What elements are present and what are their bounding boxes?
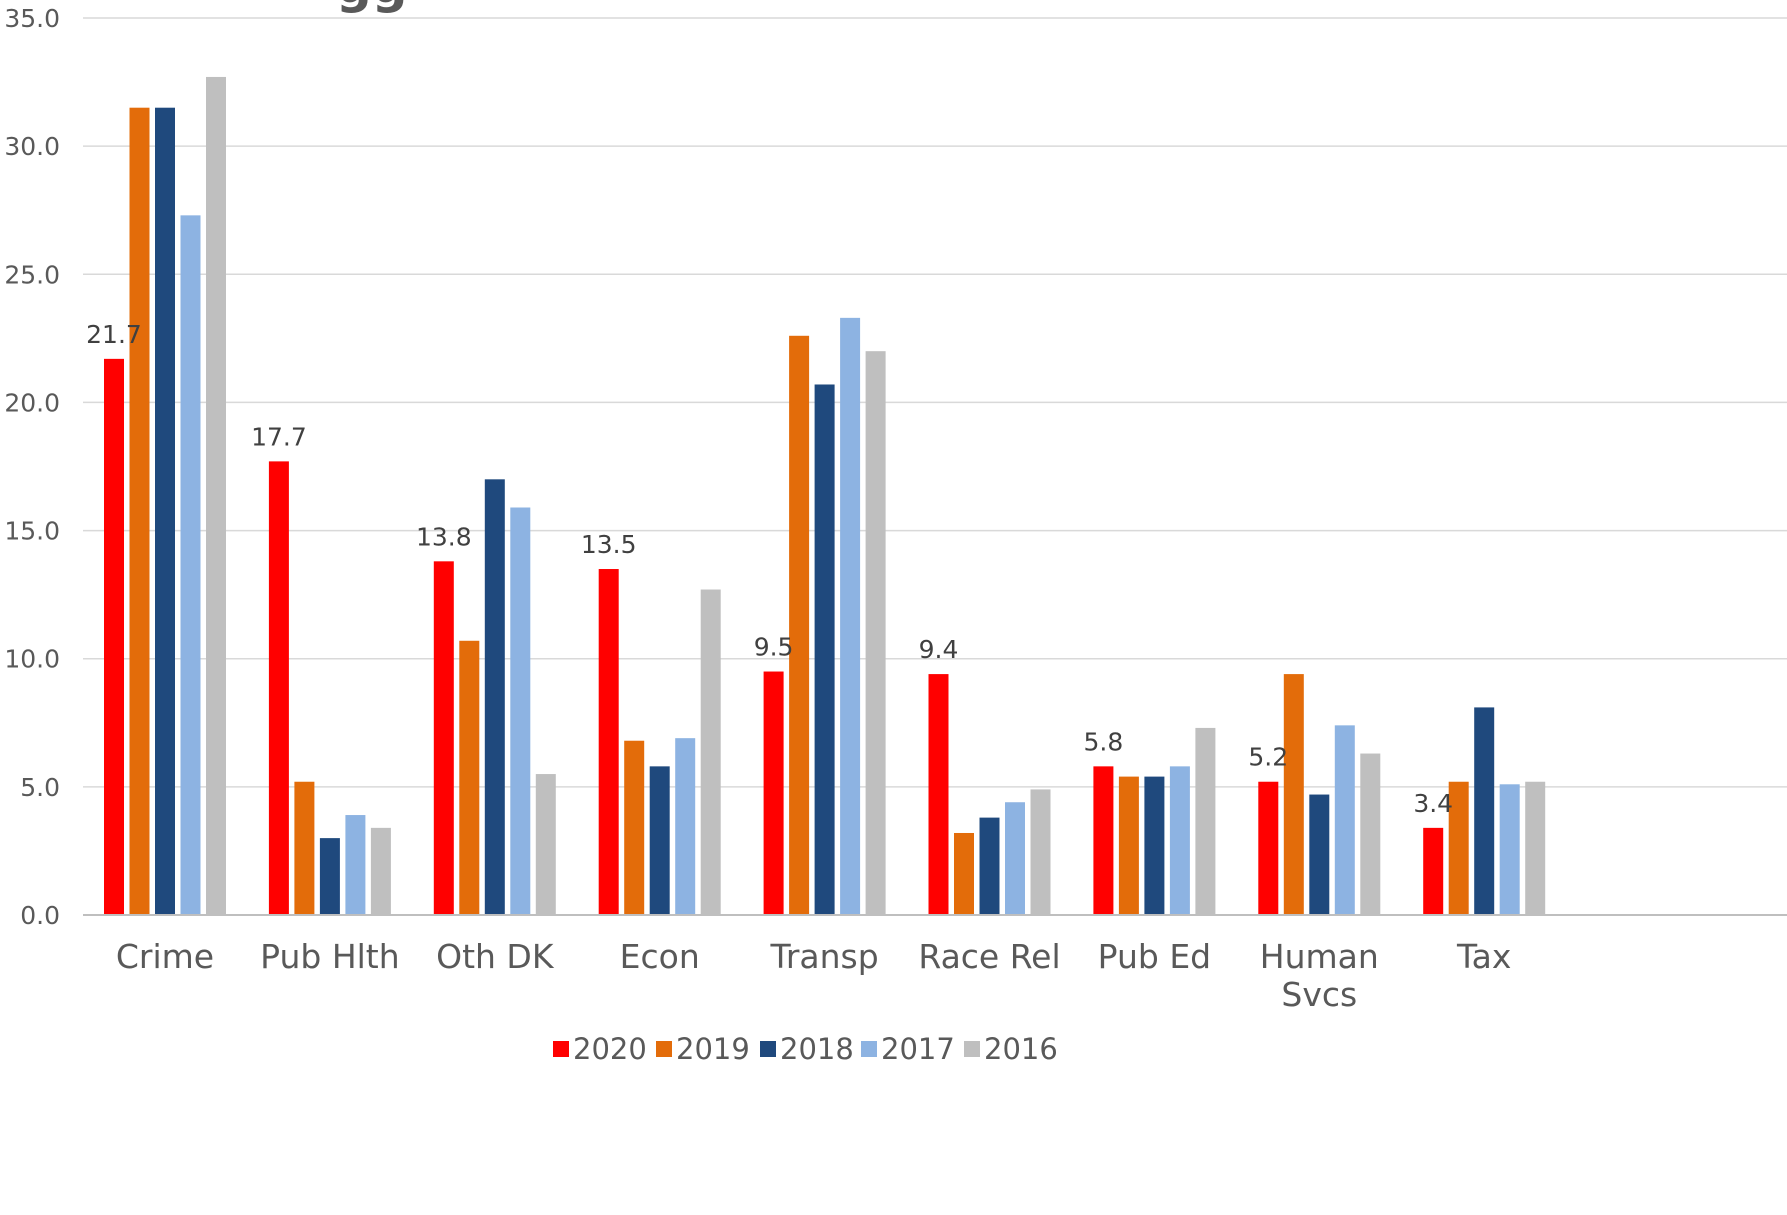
bar-2020-4 [763,671,784,915]
bar-2020-0 [104,358,124,915]
bar-2016-5 [1030,789,1051,915]
bar-2017-7 [1334,725,1355,915]
y-tick-label: 30.0 [4,132,60,161]
bar-2019-6 [1118,776,1139,915]
legend: 2020 2019 2018 2017 2016 [553,1032,1058,1066]
bar-2019-0 [129,107,150,915]
data-label: 5.2 [1248,743,1288,772]
gridlines [83,17,1787,788]
bar-2017-8 [1499,784,1520,915]
bars [104,76,1546,916]
bar-2016-1 [370,827,391,915]
category-labels: Crime Pub Hlth Oth DK Econ Transp Race Rel Pub… [116,937,1512,1014]
y-axis-ticks: 0.0 5.0 10.0 15.0 20.0 25.0 30.0 35.0 [4,4,60,930]
bar-2017-3 [675,738,696,915]
bar-2018-0 [155,107,175,915]
category-label: Svcs [1281,975,1357,1014]
data-label: 21.7 [86,320,142,349]
bar-2018-2 [484,479,505,915]
bar-2019-4 [789,335,810,915]
bar-2019-2 [459,640,480,915]
category-label: Human [1260,937,1379,976]
category-label: Tax [1456,937,1511,976]
bar-2017-6 [1169,766,1190,915]
bar-2018-5 [979,817,1000,915]
bar-2019-1 [294,781,315,915]
bar-2017-0 [180,215,201,916]
bar-2018-3 [649,766,670,915]
bar-2016-4 [865,351,886,916]
data-label: 13.5 [581,530,637,559]
data-label: 5.8 [1084,727,1124,756]
legend-swatch-2016 [964,1041,980,1057]
bar-2020-6 [1093,766,1114,915]
bar-2016-6 [1195,727,1216,915]
category-label: Transp [770,937,879,976]
bar-2019-7 [1283,674,1304,915]
bar-2020-8 [1423,827,1444,915]
legend-label-2019: 2019 [676,1032,750,1066]
bar-2018-1 [319,838,340,915]
category-label: Oth DK [436,937,555,976]
bar-2018-4 [814,384,835,915]
data-label: 3.4 [1413,789,1453,818]
bar-2017-1 [345,815,366,915]
legend-swatch-2017 [861,1041,877,1057]
data-label: 17.7 [251,422,307,451]
bar-2020-1 [268,461,289,915]
bar-2016-7 [1360,753,1381,915]
bar-2017-5 [1005,802,1025,915]
y-tick-label: 15.0 [4,517,60,546]
y-tick-label: 10.0 [4,645,60,674]
bar-2017-4 [840,317,861,916]
bar-2020-3 [598,569,619,915]
bar-2020-5 [928,674,949,915]
y-tick-label: 0.0 [20,901,60,930]
bar-2018-6 [1144,776,1165,915]
bar-2019-5 [954,832,974,915]
legend-label-2020: 2020 [573,1032,647,1066]
y-tick-label: 35.0 [4,4,60,33]
svg-text:gg: gg [336,0,408,14]
data-label: 9.4 [919,635,959,664]
category-label: Econ [620,937,700,976]
category-label: Pub Ed [1098,937,1211,976]
legend-swatch-2019 [656,1041,672,1057]
bar-2016-8 [1525,781,1546,915]
legend-swatch-2018 [760,1041,776,1057]
bar-2018-8 [1474,707,1495,915]
legend-label-2016: 2016 [984,1032,1058,1066]
bar-2016-2 [535,774,556,915]
data-label: 13.8 [416,522,472,551]
y-tick-label: 5.0 [20,773,60,802]
data-labels: 21.7 17.7 13.8 13.5 9.5 9.4 5.8 5.2 3.4 [86,320,1453,818]
bar-2016-3 [700,589,721,915]
legend-label-2017: 2017 [881,1032,955,1066]
bar-2019-8 [1448,781,1469,915]
cropped-title-fragment: gg [336,0,408,14]
legend-label-2018: 2018 [780,1032,854,1066]
legend-swatch-2020 [553,1041,569,1057]
category-label: Crime [116,937,214,976]
category-label: Race Rel [918,937,1060,976]
bar-2017-2 [510,507,531,915]
data-label: 9.5 [754,633,794,662]
bar-2016-0 [206,76,226,915]
bar-2020-7 [1258,781,1279,915]
bar-2020-2 [433,561,454,915]
category-label: Pub Hlth [260,937,400,976]
bar-2018-7 [1309,794,1330,915]
bar-2019-3 [624,740,645,915]
y-tick-label: 20.0 [4,388,60,417]
y-tick-label: 25.0 [4,260,60,289]
